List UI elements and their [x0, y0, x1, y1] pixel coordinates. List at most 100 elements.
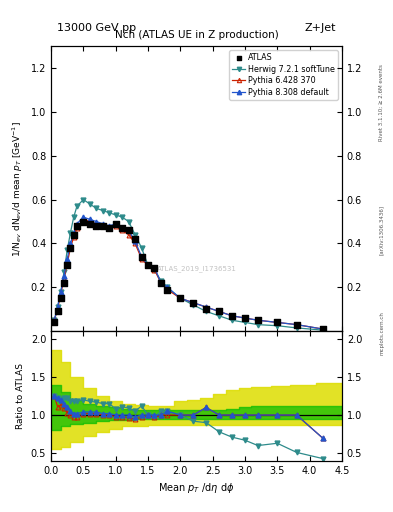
Pythia 8.308 default [101, 221, 105, 227]
Herwig 7.2.1 softTune [72, 214, 76, 220]
Text: ATLAS_2019_I1736531: ATLAS_2019_I1736531 [156, 265, 237, 272]
Herwig 7.2.1 softTune [255, 322, 260, 328]
Pythia 6.428 370 [191, 300, 196, 306]
Pythia 6.428 370 [94, 221, 99, 227]
Pythia 8.308 default [113, 221, 118, 227]
Pythia 8.308 default [255, 317, 260, 323]
Herwig 7.2.1 softTune [230, 317, 234, 323]
Herwig 7.2.1 softTune [75, 203, 79, 209]
Pythia 6.428 370 [107, 225, 112, 231]
Pythia 6.428 370 [68, 245, 73, 251]
ATLAS [229, 312, 235, 320]
Legend: ATLAS, Herwig 7.2.1 softTune, Pythia 6.428 370, Pythia 8.308 default: ATLAS, Herwig 7.2.1 softTune, Pythia 6.4… [229, 50, 338, 100]
ATLAS [64, 261, 70, 269]
Pythia 6.428 370 [178, 295, 183, 302]
Pythia 8.308 default [139, 253, 144, 260]
ATLAS [158, 279, 164, 287]
Text: Rivet 3.1.10; ≥ 2.6M events: Rivet 3.1.10; ≥ 2.6M events [379, 64, 384, 141]
Pythia 8.308 default [230, 313, 234, 319]
Pythia 6.428 370 [294, 322, 299, 328]
Herwig 7.2.1 softTune [126, 219, 131, 225]
Pythia 6.428 370 [126, 231, 131, 238]
Herwig 7.2.1 softTune [294, 325, 299, 331]
Pythia 8.308 default [107, 223, 112, 229]
Herwig 7.2.1 softTune [52, 317, 57, 323]
Pythia 6.428 370 [217, 308, 222, 314]
ATLAS [242, 314, 248, 322]
Herwig 7.2.1 softTune [191, 302, 196, 308]
Pythia 8.308 default [217, 308, 222, 314]
ATLAS [93, 222, 99, 230]
Pythia 6.428 370 [72, 234, 76, 240]
Herwig 7.2.1 softTune [107, 210, 112, 216]
Pythia 8.308 default [275, 319, 280, 326]
ATLAS [61, 279, 67, 287]
Herwig 7.2.1 softTune [178, 295, 183, 302]
Pythia 6.428 370 [113, 223, 118, 229]
Herwig 7.2.1 softTune [275, 323, 280, 329]
Pythia 8.308 default [55, 304, 60, 310]
Pythia 6.428 370 [75, 225, 79, 231]
Pythia 8.308 default [59, 289, 63, 295]
Pythia 6.428 370 [88, 219, 92, 225]
Pythia 6.428 370 [62, 275, 66, 282]
Herwig 7.2.1 softTune [120, 214, 125, 220]
Text: 13000 GeV pp: 13000 GeV pp [57, 23, 136, 33]
ATLAS [106, 224, 112, 232]
Pythia 6.428 370 [133, 241, 138, 247]
ATLAS [51, 318, 57, 327]
ATLAS [151, 264, 158, 272]
Pythia 6.428 370 [59, 291, 63, 297]
Y-axis label: 1/N$_{ev}$ dN$_{ev}$/d mean $p_T$ [GeV$^{-1}$]: 1/N$_{ev}$ dN$_{ev}$/d mean $p_T$ [GeV$^… [11, 121, 25, 257]
Pythia 8.308 default [65, 256, 70, 262]
Pythia 8.308 default [242, 315, 247, 321]
ATLAS [80, 218, 86, 226]
Herwig 7.2.1 softTune [68, 229, 73, 236]
Herwig 7.2.1 softTune [204, 308, 209, 314]
Pythia 8.308 default [81, 214, 86, 220]
Pythia 6.428 370 [81, 216, 86, 222]
Line: Pythia 8.308 default: Pythia 8.308 default [52, 215, 325, 331]
ATLAS [74, 222, 80, 230]
Herwig 7.2.1 softTune [59, 289, 63, 295]
Pythia 8.308 default [94, 219, 99, 225]
Pythia 6.428 370 [204, 304, 209, 310]
Pythia 6.428 370 [275, 319, 280, 326]
Pythia 8.308 default [75, 221, 79, 227]
Herwig 7.2.1 softTune [113, 212, 118, 218]
Pythia 6.428 370 [146, 262, 151, 268]
Herwig 7.2.1 softTune [242, 319, 247, 326]
Pythia 6.428 370 [242, 315, 247, 321]
ATLAS [112, 220, 119, 228]
Pythia 8.308 default [146, 262, 151, 268]
Pythia 6.428 370 [65, 260, 70, 266]
Pythia 6.428 370 [152, 267, 157, 273]
Pythia 6.428 370 [165, 286, 170, 292]
Text: mcplots.cern.ch: mcplots.cern.ch [379, 311, 384, 355]
ATLAS [164, 285, 171, 293]
Pythia 8.308 default [52, 317, 57, 323]
ATLAS [132, 235, 138, 243]
ATLAS [100, 222, 106, 230]
ATLAS [67, 244, 73, 252]
X-axis label: Mean $p_T$ /d$\eta$ d$\phi$: Mean $p_T$ /d$\eta$ d$\phi$ [158, 481, 235, 495]
Herwig 7.2.1 softTune [146, 262, 151, 268]
Herwig 7.2.1 softTune [165, 284, 170, 290]
Pythia 8.308 default [126, 227, 131, 233]
Herwig 7.2.1 softTune [94, 205, 99, 211]
ATLAS [320, 325, 326, 333]
Pythia 6.428 370 [55, 306, 60, 312]
Pythia 8.308 default [133, 238, 138, 244]
Pythia 8.308 default [159, 280, 163, 286]
Herwig 7.2.1 softTune [159, 278, 163, 284]
Pythia 6.428 370 [320, 326, 325, 332]
Pythia 8.308 default [62, 273, 66, 280]
Pythia 6.428 370 [255, 317, 260, 323]
Herwig 7.2.1 softTune [101, 207, 105, 214]
ATLAS [177, 294, 184, 303]
Herwig 7.2.1 softTune [152, 267, 157, 273]
Pythia 8.308 default [165, 284, 170, 290]
ATLAS [58, 294, 64, 303]
Herwig 7.2.1 softTune [55, 304, 60, 310]
Herwig 7.2.1 softTune [320, 327, 325, 333]
